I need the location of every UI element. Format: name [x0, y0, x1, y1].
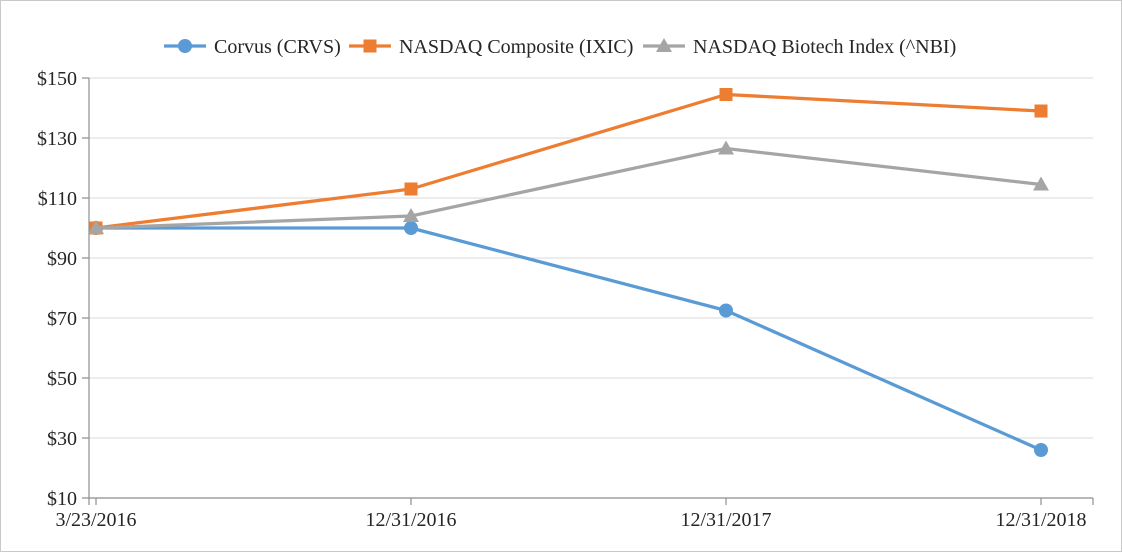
- series-line-corvus-crvs: [94, 226, 1043, 452]
- legend-item-nasdaq-composite-ixic: NASDAQ Composite (IXIC): [349, 36, 633, 58]
- y-tick-label: $110: [38, 188, 77, 210]
- gridlines: [89, 77, 1093, 499]
- series-nasdaq-biotech-index-nbi: [88, 140, 1049, 234]
- series-line-nasdaq-composite-ixic: [94, 92, 1043, 230]
- data-point-marker: [1034, 104, 1048, 118]
- y-tick-label: $50: [47, 368, 77, 390]
- data-point-marker: [1034, 443, 1048, 457]
- y-tick-label: $90: [47, 248, 77, 270]
- series-line-nasdaq-biotech-index-nbi: [94, 146, 1043, 230]
- legend-label: Corvus (CRVS): [214, 36, 341, 58]
- legend-marker-circle-icon: [178, 39, 192, 53]
- data-point-marker: [719, 88, 733, 101]
- legend-marker-square-icon: [363, 39, 377, 53]
- data-point-marker: [1033, 176, 1049, 191]
- axes: $10 $30 $50 $70 $90 $110 $130 $150 3/23/2016 12/3…: [37, 68, 1094, 531]
- legend-item-corvus-crvs: Corvus (CRVS): [164, 36, 341, 58]
- data-point-marker: [718, 140, 734, 155]
- series-nasdaq-composite-ixic: [89, 88, 1048, 235]
- series-corvus-crvs: [89, 221, 1048, 457]
- y-tick-label: $150: [37, 68, 77, 90]
- x-tick-label: 3/23/2016: [55, 509, 136, 531]
- legend-label: NASDAQ Composite (IXIC): [399, 36, 633, 58]
- data-point-marker: [88, 220, 104, 234]
- y-tick-label: $10: [47, 488, 77, 510]
- legend-marker-triangle-icon: [656, 38, 672, 52]
- y-tick-label: $130: [37, 128, 77, 150]
- y-tick-label: $30: [47, 428, 77, 450]
- data-point-marker: [404, 182, 418, 196]
- data-point-marker: [403, 208, 419, 222]
- data-point-marker: [404, 221, 418, 235]
- data-point-marker: [719, 303, 733, 318]
- y-tick-label: $70: [47, 308, 77, 330]
- x-tick-label: 12/31/2016: [365, 509, 456, 531]
- legend-item-nasdaq-biotech-index-nbi: NASDAQ Biotech Index (^NBI): [643, 36, 956, 58]
- legend-label: NASDAQ Biotech Index (^NBI): [693, 36, 956, 58]
- x-tick-label: 12/31/2017: [680, 509, 771, 531]
- x-tick-label: 12/31/2018: [995, 509, 1086, 531]
- legend: Corvus (CRVS) NASDAQ Composite (IXIC) NASD…: [164, 36, 956, 58]
